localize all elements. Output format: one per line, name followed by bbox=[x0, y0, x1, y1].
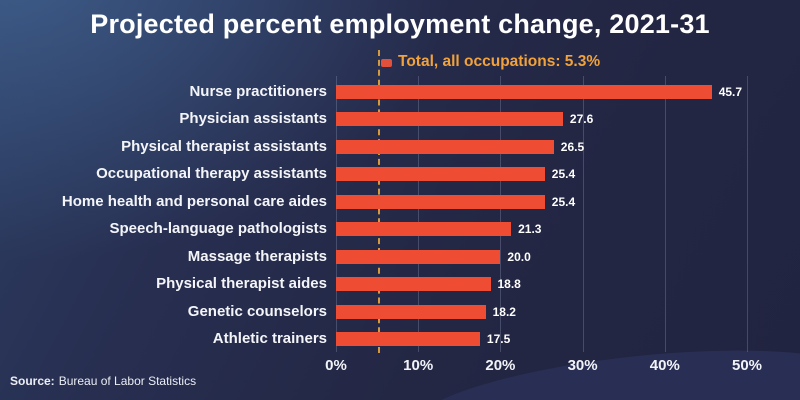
x-axis-tick-label: 50% bbox=[731, 357, 763, 374]
value-label: 25.4 bbox=[551, 195, 576, 209]
source-prefix: Source: bbox=[10, 374, 55, 388]
legend-square-icon bbox=[381, 59, 392, 67]
bar bbox=[336, 85, 712, 99]
value-label: 20.0 bbox=[507, 250, 531, 264]
bar bbox=[336, 195, 545, 209]
bar bbox=[336, 277, 491, 291]
bar-row: Speech-language pathologists 21.3 bbox=[0, 220, 800, 237]
category-label: Physical therapist assistants bbox=[121, 138, 327, 155]
category-label: Nurse practitioners bbox=[189, 83, 327, 100]
bar-row: Occupational therapy assistants 25.4 bbox=[0, 165, 800, 182]
value-label: 18.2 bbox=[492, 305, 516, 319]
x-axis-tick-label: 30% bbox=[567, 357, 598, 374]
bar-row: Genetic counselors 18.2 bbox=[0, 303, 800, 320]
bar bbox=[336, 140, 554, 154]
gridline bbox=[664, 76, 666, 352]
gridline bbox=[418, 76, 420, 352]
gridline bbox=[582, 76, 584, 352]
category-label: Athletic trainers bbox=[212, 330, 327, 347]
value-label: 18.8 bbox=[497, 277, 521, 291]
value-label: 21.3 bbox=[518, 222, 542, 236]
category-label: Speech-language pathologists bbox=[109, 220, 327, 237]
gridline bbox=[747, 76, 748, 352]
category-label: Genetic counselors bbox=[187, 303, 327, 320]
bar-row: Nurse practitioners 45.7 bbox=[0, 83, 800, 100]
x-axis-tick-label: 10% bbox=[403, 357, 434, 374]
bar bbox=[336, 112, 563, 126]
bar-row: Home health and personal care aides 25.4 bbox=[0, 193, 800, 210]
x-axis-tick-label: 20% bbox=[485, 357, 516, 374]
bar bbox=[336, 167, 545, 181]
bar-row: Physical therapist assistants 26.5 bbox=[0, 138, 800, 155]
bar bbox=[336, 250, 501, 264]
bar-row: Physical therapist aides 18.8 bbox=[0, 275, 800, 292]
value-label: 27.6 bbox=[569, 112, 594, 126]
chart-title: Projected percent employment change, 202… bbox=[90, 9, 710, 39]
bar-row: Athletic trainers 17.5 bbox=[0, 330, 800, 347]
x-axis-tick-label: 0% bbox=[325, 357, 347, 374]
value-label: 17.5 bbox=[486, 332, 511, 346]
category-label: Massage therapists bbox=[187, 248, 327, 265]
category-label: Physical therapist aides bbox=[156, 275, 327, 292]
bar-row: Massage therapists 20.0 bbox=[0, 248, 800, 265]
bar-row: Physician assistants 27.6 bbox=[0, 110, 800, 127]
value-label: 26.5 bbox=[560, 140, 585, 154]
source-attribution: Source: Bureau of Labor Statistics bbox=[10, 374, 196, 388]
value-label: 45.7 bbox=[718, 85, 743, 99]
bar bbox=[336, 305, 486, 319]
x-axis-tick-label: 40% bbox=[649, 357, 680, 374]
source-text: Bureau of Labor Statistics bbox=[58, 374, 197, 388]
category-label: Occupational therapy assistants bbox=[96, 165, 327, 182]
total-annotation-label: Total, all occupations: 5.3% bbox=[398, 53, 601, 70]
category-label: Physician assistants bbox=[179, 110, 327, 127]
total-annotation: Total, all occupations: 5.3% bbox=[381, 53, 600, 71]
gridline bbox=[336, 76, 337, 352]
category-label: Home health and personal care aides bbox=[61, 193, 327, 210]
bar bbox=[336, 222, 512, 236]
value-label: 25.4 bbox=[551, 167, 576, 181]
bar bbox=[336, 332, 480, 346]
gridline bbox=[500, 76, 502, 352]
